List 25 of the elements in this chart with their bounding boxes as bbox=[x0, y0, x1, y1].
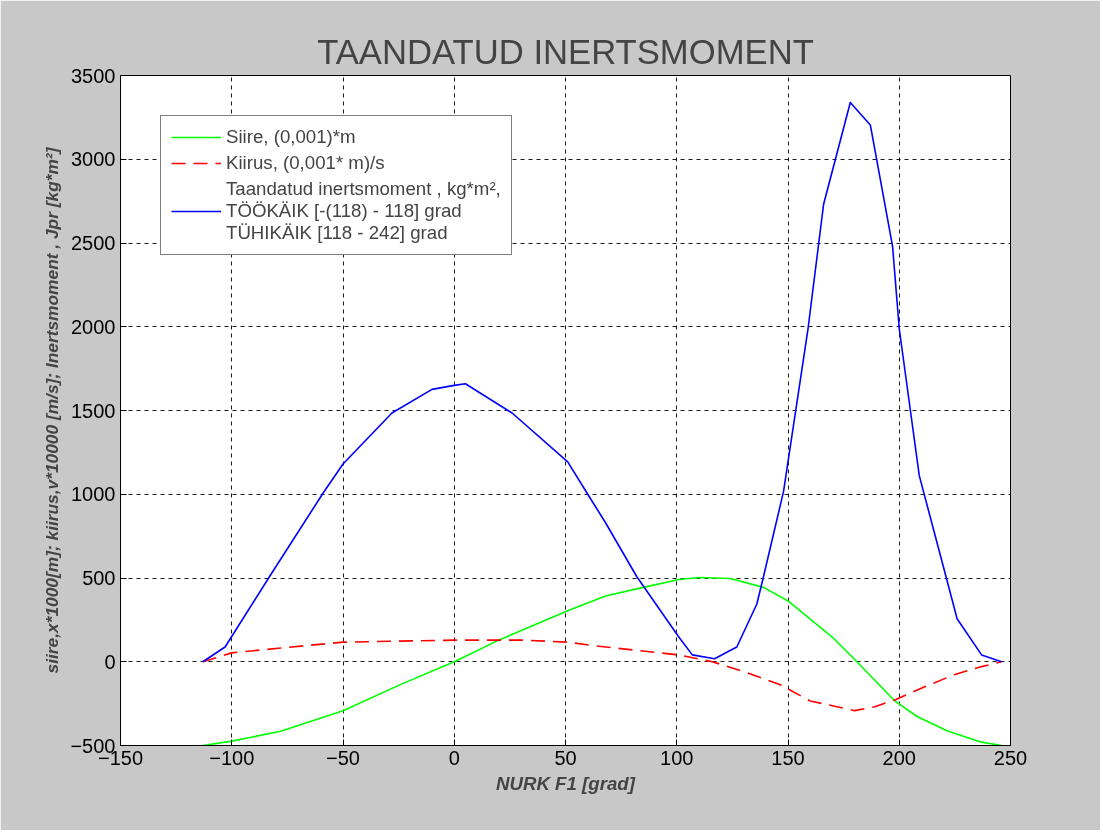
x-axis-title: NURK F1 [grad] bbox=[496, 772, 636, 794]
legend-label: Kiirus, (0,001* m)/s bbox=[226, 152, 385, 174]
y-axis-title: siire,x*1000[m]; kiirus,v*10000 [m/s]; Inertsmoment , Jpr [kg*m²] bbox=[42, 146, 63, 674]
legend-label: Taandatud inertsmoment , kg*m², TÖÖKÄIK [-(118) - 118] grad TÜHIKÄIK [118 - 242] grad bbox=[226, 178, 501, 244]
x-tick-label: 0 bbox=[448, 746, 460, 769]
y-tick-label: 2500 bbox=[71, 232, 116, 254]
y-tick-label: 1000 bbox=[71, 483, 116, 506]
y-tick-label: 3500 bbox=[71, 64, 116, 87]
y-tick-label: 1500 bbox=[71, 399, 116, 422]
line-series bbox=[202, 101, 1003, 663]
x-tick-label: 50 bbox=[554, 746, 577, 769]
chart-title: TAANDATUD INERTSMOMENT bbox=[317, 32, 814, 71]
x-tick-label: −100 bbox=[209, 746, 255, 769]
x-tick-label: −50 bbox=[326, 746, 360, 769]
x-tick-label: 250 bbox=[993, 746, 1028, 769]
y-tick-label: 0 bbox=[104, 650, 116, 673]
y-tick-label: 3000 bbox=[71, 148, 116, 171]
x-tick-label: 150 bbox=[771, 746, 805, 769]
x-tick-label: 100 bbox=[660, 746, 694, 769]
x-tick-label: 200 bbox=[882, 746, 916, 769]
line-series bbox=[202, 639, 1003, 712]
y-tick-label: 2000 bbox=[71, 315, 116, 338]
line-series bbox=[202, 576, 1003, 746]
legend-label: Siire, (0,001)*m bbox=[226, 126, 356, 148]
y-tick-label: 500 bbox=[82, 567, 116, 589]
